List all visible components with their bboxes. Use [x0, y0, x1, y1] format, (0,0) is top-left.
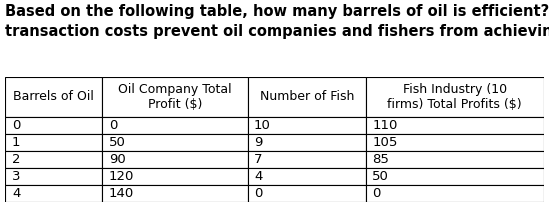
Bar — [5, 168, 102, 185]
Text: 0: 0 — [254, 187, 262, 200]
Bar — [248, 151, 366, 168]
Bar — [248, 117, 366, 134]
Text: 0: 0 — [109, 119, 117, 132]
Text: 50: 50 — [372, 170, 389, 183]
Bar — [366, 117, 544, 134]
Text: 0: 0 — [12, 119, 20, 132]
Bar — [102, 151, 248, 168]
Text: 4: 4 — [254, 170, 262, 183]
Text: 10: 10 — [254, 119, 271, 132]
Bar — [5, 134, 102, 151]
Text: 3: 3 — [12, 170, 20, 183]
Bar — [366, 134, 544, 151]
Bar — [366, 77, 544, 117]
Text: 7: 7 — [254, 153, 262, 166]
Bar — [102, 117, 248, 134]
Text: 50: 50 — [109, 136, 126, 149]
Text: 2: 2 — [12, 153, 20, 166]
Text: 85: 85 — [372, 153, 389, 166]
Text: Fish Industry (10
firms) Total Profits ($): Fish Industry (10 firms) Total Profits (… — [388, 83, 522, 111]
Text: Based on the following table, how many barrels of oil is efficient? How might
tr: Based on the following table, how many b… — [5, 4, 549, 39]
Text: 1: 1 — [12, 136, 20, 149]
Bar — [248, 134, 366, 151]
Text: Number of Fish: Number of Fish — [260, 90, 354, 103]
Bar — [102, 134, 248, 151]
Bar — [5, 185, 102, 202]
Text: Oil Company Total
Profit ($): Oil Company Total Profit ($) — [118, 83, 232, 111]
Bar — [102, 185, 248, 202]
Bar — [102, 168, 248, 185]
Bar — [366, 168, 544, 185]
Text: 90: 90 — [109, 153, 126, 166]
Bar — [102, 77, 248, 117]
Text: 9: 9 — [254, 136, 262, 149]
Text: 4: 4 — [12, 187, 20, 200]
Bar — [5, 151, 102, 168]
Bar — [366, 185, 544, 202]
Bar — [5, 77, 102, 117]
Text: 105: 105 — [372, 136, 398, 149]
Bar — [366, 151, 544, 168]
Text: 0: 0 — [372, 187, 381, 200]
Text: Barrels of Oil: Barrels of Oil — [14, 90, 94, 103]
Text: 140: 140 — [109, 187, 134, 200]
Bar — [248, 168, 366, 185]
Bar — [5, 117, 102, 134]
Bar — [248, 185, 366, 202]
Bar — [248, 77, 366, 117]
Text: 110: 110 — [372, 119, 398, 132]
Text: 120: 120 — [109, 170, 134, 183]
